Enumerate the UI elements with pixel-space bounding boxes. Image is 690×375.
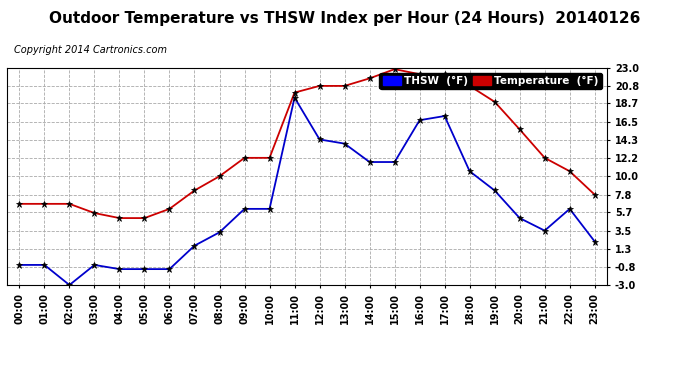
Text: Outdoor Temperature vs THSW Index per Hour (24 Hours)  20140126: Outdoor Temperature vs THSW Index per Ho… [49, 11, 641, 26]
Legend: THSW  (°F), Temperature  (°F): THSW (°F), Temperature (°F) [380, 73, 602, 89]
Text: Copyright 2014 Cartronics.com: Copyright 2014 Cartronics.com [14, 45, 167, 55]
